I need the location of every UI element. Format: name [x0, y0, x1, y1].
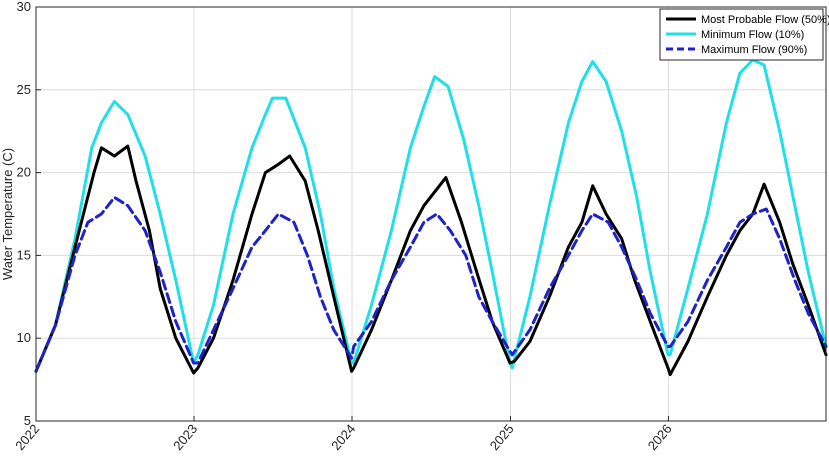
y-tick-label: 25: [17, 82, 31, 97]
plot-frame: [35, 6, 827, 422]
y-tick-label: 5: [24, 413, 31, 428]
legend-label: Minimum Flow (10%): [701, 29, 804, 41]
legend-label: Most Probable Flow (50%): [701, 14, 829, 26]
y-tick-label: 15: [17, 247, 31, 262]
x-tick-label: 2022: [12, 421, 42, 453]
legend-label: Maximum Flow (90%): [701, 44, 807, 56]
y-tick-label: 10: [17, 330, 31, 345]
series-line-2: [34, 195, 828, 373]
series-line-0: [34, 144, 828, 377]
series-line-1: [34, 58, 828, 373]
x-tick-label: 2024: [328, 421, 358, 453]
y-axis-label: Water Temperature (C): [0, 148, 15, 280]
y-tick-label: 20: [17, 165, 31, 180]
legend: Most Probable Flow (50%) Minimum Flow (10…: [659, 8, 829, 61]
x-tick-label: 2025: [487, 421, 517, 453]
plot-background: [36, 7, 826, 421]
y-tick-label: 30: [17, 0, 31, 14]
x-tick-label: 2023: [170, 421, 200, 453]
x-tick-label: 2026: [645, 421, 675, 453]
series-layer: [34, 58, 828, 377]
